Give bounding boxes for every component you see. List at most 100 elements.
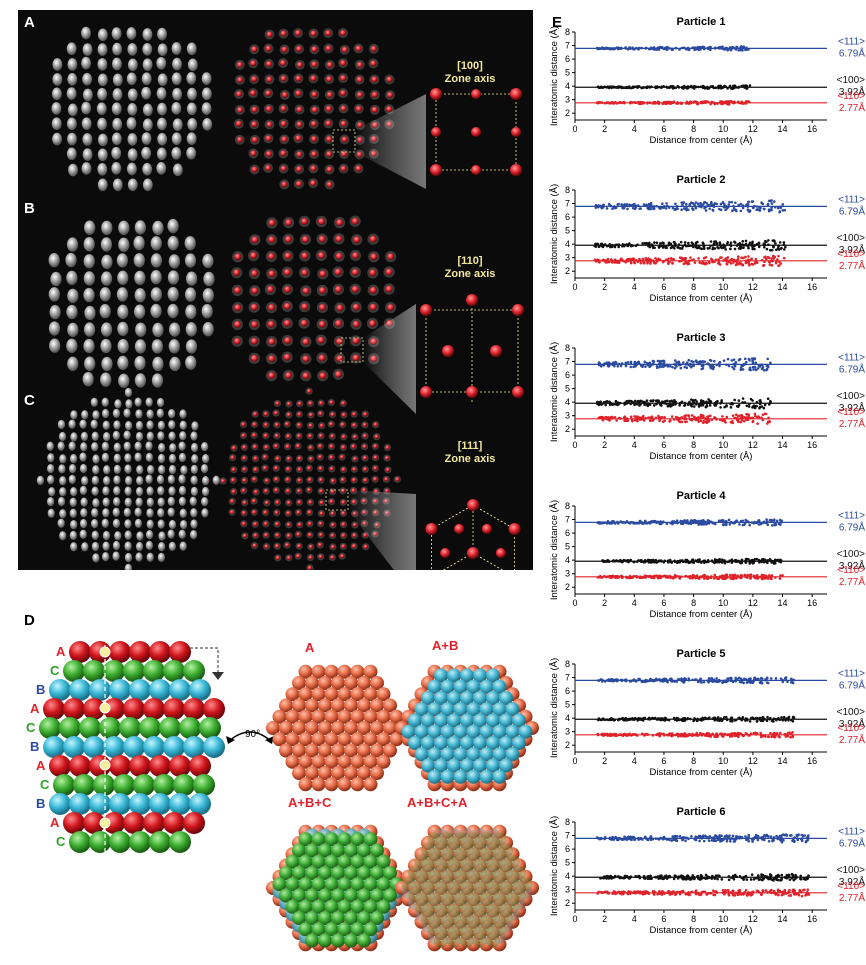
atom-red (296, 151, 302, 157)
data-point (727, 358, 730, 361)
data-point (688, 263, 691, 266)
data-point (758, 209, 761, 212)
data-point (748, 416, 751, 419)
atom-red (341, 166, 347, 172)
data-point (654, 575, 657, 578)
data-point (595, 260, 598, 263)
data-point (778, 523, 781, 526)
atom-blob (97, 118, 107, 131)
x-tick-label: 6 (661, 124, 666, 134)
data-point (653, 47, 656, 50)
atom-red (266, 106, 272, 112)
data-point (766, 562, 769, 565)
atom-red (308, 401, 312, 405)
data-point (749, 562, 752, 565)
data-point (714, 87, 717, 90)
atom-blob (158, 553, 165, 562)
atom-red (267, 32, 273, 38)
atom-red (274, 411, 278, 415)
atom-blob (103, 498, 110, 507)
atom-blob (158, 498, 165, 507)
data-point (628, 205, 631, 208)
data-point (734, 521, 737, 524)
data-point (772, 239, 775, 242)
atom-red (233, 269, 240, 276)
y-tick-label: 3 (565, 569, 570, 579)
cluster-atom (467, 770, 481, 784)
data-point (599, 86, 602, 89)
atom-blob (59, 509, 66, 518)
atom-blob (80, 530, 87, 539)
atom-blob (167, 529, 174, 538)
atom-blob (118, 238, 129, 252)
data-point (640, 87, 643, 90)
data-point (618, 261, 621, 264)
atom-red (373, 466, 377, 470)
data-point (763, 521, 766, 524)
data-point (748, 405, 751, 408)
atom-blob (151, 287, 162, 301)
x-tick-label: 8 (691, 124, 696, 134)
atom-blob (118, 374, 129, 388)
y-tick-label: 5 (565, 542, 570, 552)
atom-red (282, 92, 288, 98)
atom-blob (168, 236, 179, 250)
data-point (763, 264, 766, 267)
atom-blob (202, 304, 213, 318)
atom-blob (178, 441, 185, 450)
data-point (614, 362, 617, 365)
atom-red (319, 522, 323, 526)
atom-red (268, 355, 275, 362)
data-point (779, 206, 782, 209)
data-point (740, 203, 743, 206)
data-point (610, 258, 613, 261)
atom-red (274, 466, 278, 470)
data-point (759, 401, 762, 404)
atom-blob (173, 118, 183, 131)
data-point (707, 419, 710, 422)
unit-cell-atom (509, 523, 521, 535)
data-point (608, 261, 611, 264)
data-point (783, 241, 786, 244)
data-point (740, 520, 743, 523)
atom-red (372, 92, 378, 98)
data-point (660, 360, 663, 363)
stack-atom (163, 698, 185, 720)
atom-red (370, 304, 377, 311)
cluster-atom (467, 937, 481, 951)
atom-blob (147, 553, 154, 562)
x-tick-label: 14 (778, 598, 788, 608)
cluster-atom (331, 934, 345, 948)
atom-red (331, 523, 335, 527)
atom-red (335, 286, 342, 293)
data-point (740, 574, 743, 577)
data-point (656, 241, 659, 244)
atom-red (308, 434, 312, 438)
data-point (737, 258, 740, 261)
atom-red (387, 304, 394, 311)
data-point (729, 248, 732, 251)
atom-red (274, 444, 278, 448)
data-point (756, 205, 759, 208)
atom-red (340, 455, 344, 459)
data-point (743, 244, 746, 247)
atom-blob (58, 420, 65, 429)
data-point (700, 86, 703, 89)
data-point (685, 203, 688, 206)
data-point (722, 246, 725, 249)
atom-blob (80, 464, 87, 473)
atom-blob (169, 520, 176, 529)
stack-atom (69, 831, 91, 853)
atom-blob (152, 373, 163, 387)
data-point (689, 577, 692, 580)
x-tick-label: 10 (718, 124, 728, 134)
atom-red (298, 523, 302, 527)
data-point (655, 403, 658, 406)
data-point (614, 261, 617, 264)
atom-blob (124, 464, 131, 473)
data-point (769, 361, 772, 364)
atom-red (250, 90, 256, 96)
series-name: <111> (838, 36, 865, 47)
data-point (668, 403, 671, 406)
data-point (607, 258, 610, 261)
